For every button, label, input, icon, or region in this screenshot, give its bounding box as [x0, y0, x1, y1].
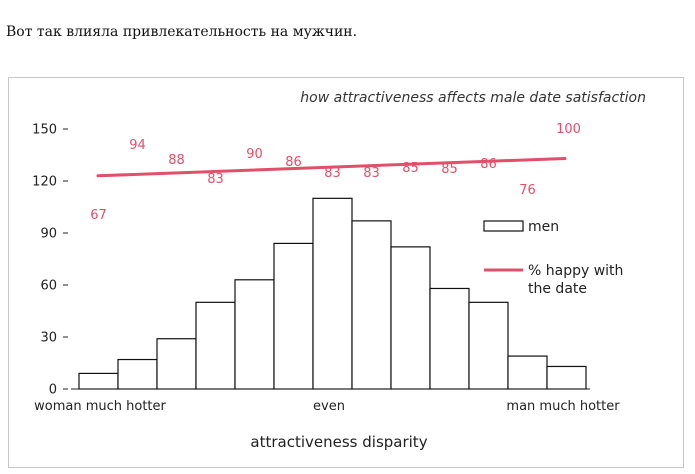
- bar: [156, 338, 197, 390]
- trend-line: [96, 156, 567, 178]
- x-category-label: even: [313, 399, 345, 414]
- y-tick-label: 150: [32, 123, 57, 138]
- y-tick-label: 120: [32, 175, 57, 190]
- bar: [390, 246, 431, 390]
- data-label: 86: [285, 155, 302, 170]
- y-tick-label: 0: [49, 383, 57, 398]
- bar: [195, 301, 236, 390]
- x-axis-label: attractiveness disparity: [250, 433, 427, 451]
- legend-label-men: men: [528, 219, 559, 235]
- bars: [71, 197, 590, 390]
- data-labels: 67 94 88 83 90 86 83 83 85 85 86 76 100: [90, 122, 581, 223]
- data-label: 94: [129, 138, 146, 153]
- legend-swatch-bar: [483, 220, 524, 232]
- chart-title: how attractiveness affects male date sat…: [300, 90, 646, 106]
- data-label: 83: [207, 172, 224, 187]
- data-label: 90: [246, 147, 263, 162]
- legend: men % happy with the date: [483, 219, 623, 297]
- data-label: 76: [519, 183, 536, 198]
- bar: [351, 220, 392, 390]
- data-label: 67: [90, 208, 107, 223]
- bar: [117, 358, 158, 390]
- legend-label-part: the date: [528, 281, 587, 297]
- data-label: 85: [441, 162, 458, 177]
- data-label: 85: [402, 161, 419, 176]
- x-category-label: man much hotter: [506, 399, 620, 414]
- bar: [312, 197, 353, 390]
- y-tick-label: 30: [40, 331, 57, 346]
- data-label: 83: [324, 166, 341, 181]
- bar: [273, 242, 314, 390]
- bar: [468, 301, 509, 390]
- page-caption: Вот так влияла привлекательность на мужч…: [6, 24, 358, 40]
- bar: [234, 279, 275, 390]
- y-tick-label: 60: [40, 279, 57, 294]
- legend-label-part: % happy with: [528, 263, 623, 279]
- bar: [507, 355, 548, 390]
- trend-line-group: [96, 156, 567, 178]
- bar: [546, 365, 587, 390]
- y-tick-label: 90: [40, 227, 57, 242]
- data-label: 83: [363, 166, 380, 181]
- bar: [429, 287, 470, 390]
- x-category-label: woman much hotter: [34, 399, 166, 414]
- x-category-labels: woman much hotter even man much hotter: [34, 399, 620, 414]
- bar: [78, 372, 119, 390]
- legend-label-happy: % happy with the date: [528, 263, 623, 297]
- data-label: 100: [556, 122, 581, 137]
- y-axis: 0 30 60 90 120 150: [32, 123, 68, 398]
- data-label: 88: [168, 153, 185, 168]
- data-label: 86: [480, 157, 497, 172]
